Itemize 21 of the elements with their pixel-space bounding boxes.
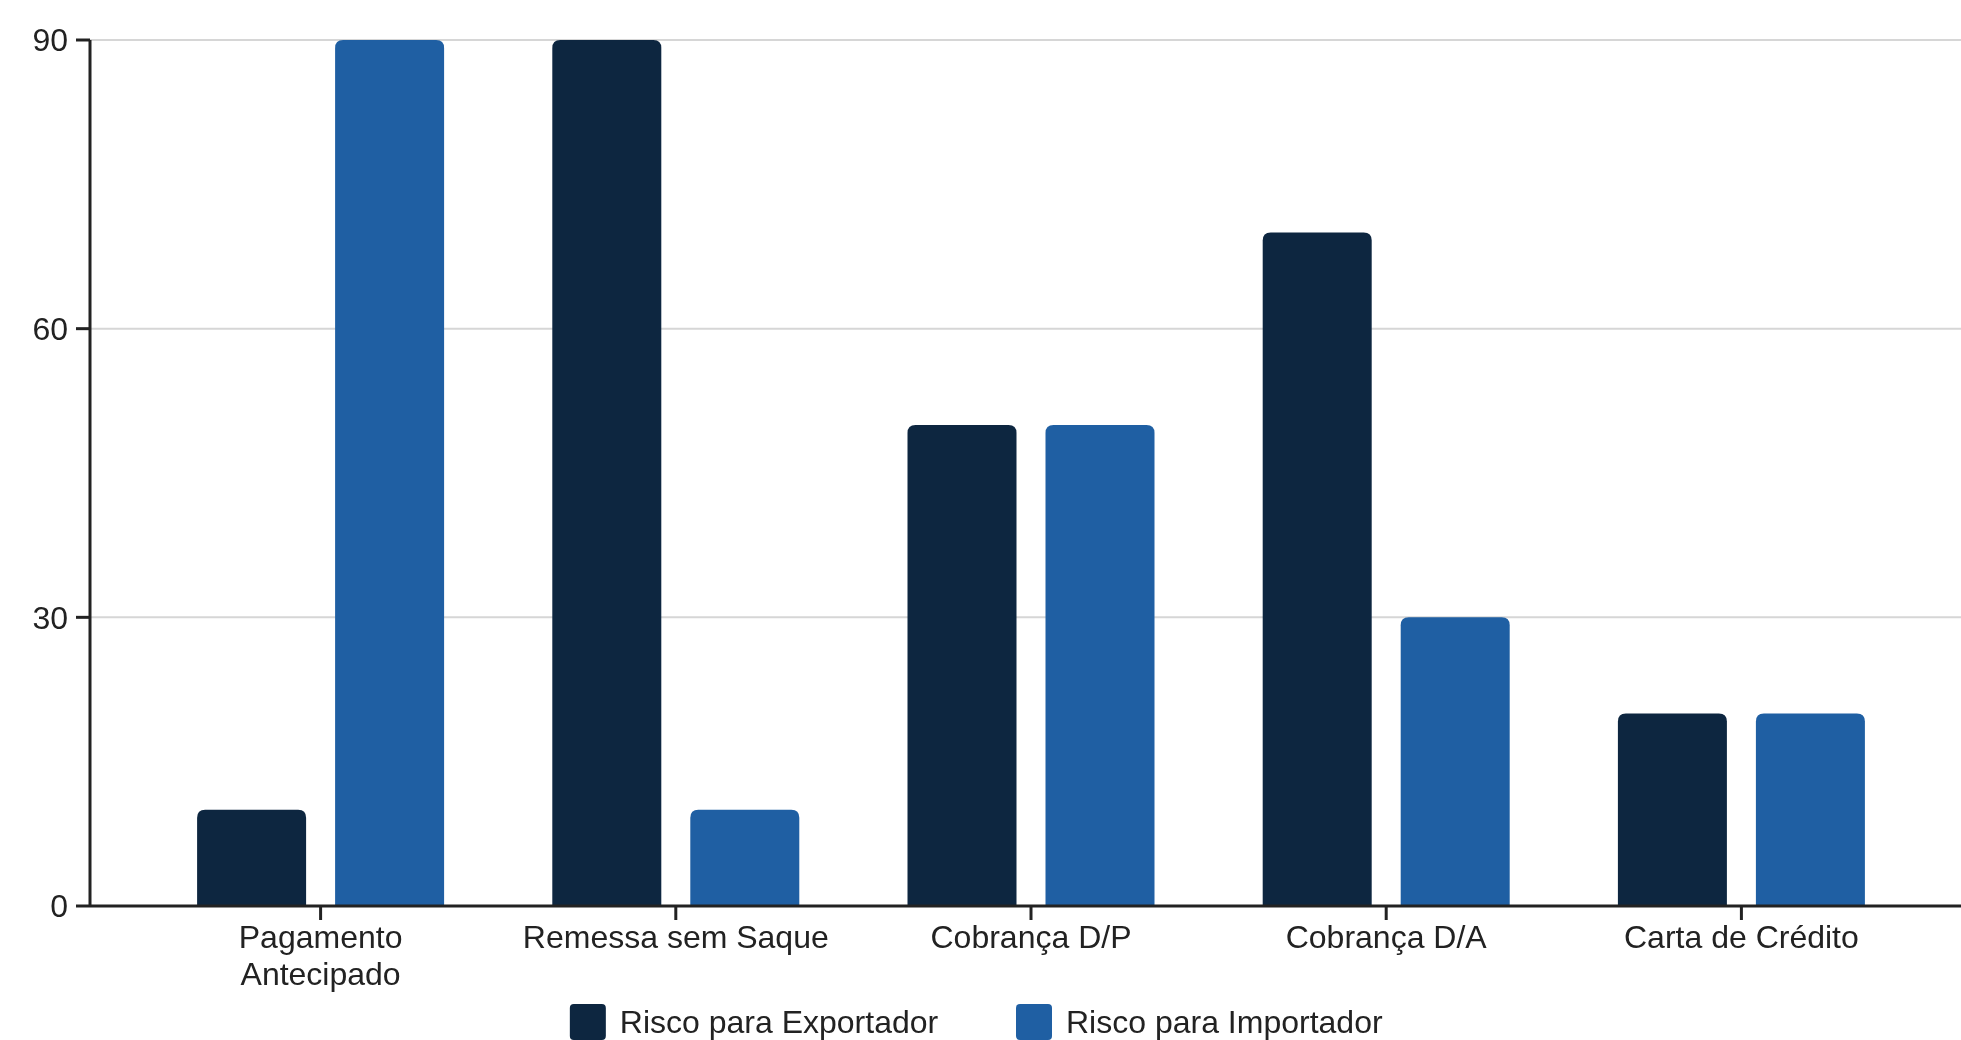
bar bbox=[1400, 617, 1510, 906]
y-tick-label: 60 bbox=[32, 310, 68, 347]
x-tick-label: Carta de Crédito bbox=[1624, 919, 1859, 955]
bar bbox=[690, 809, 800, 906]
bar bbox=[552, 40, 662, 906]
y-tick-label: 0 bbox=[50, 888, 68, 925]
x-tick-label: Cobrança D/P bbox=[930, 919, 1132, 955]
legend-label: Risco para Exportador bbox=[619, 1004, 939, 1040]
bar bbox=[1755, 713, 1865, 906]
y-tick-label: 30 bbox=[32, 599, 68, 636]
bar bbox=[335, 40, 445, 906]
bar bbox=[1045, 424, 1155, 906]
bar bbox=[1617, 713, 1727, 906]
x-tick-label: Remessa sem Saque bbox=[522, 919, 829, 955]
x-tick-label: Pagamento Antecipado bbox=[238, 919, 403, 992]
bar bbox=[197, 809, 307, 906]
y-tick-label: 90 bbox=[32, 22, 68, 59]
x-tick-label: Cobrança D/A bbox=[1285, 919, 1488, 955]
bar bbox=[1262, 232, 1372, 906]
legend-label: Risco para Importador bbox=[1066, 1004, 1383, 1040]
bar bbox=[907, 424, 1017, 906]
